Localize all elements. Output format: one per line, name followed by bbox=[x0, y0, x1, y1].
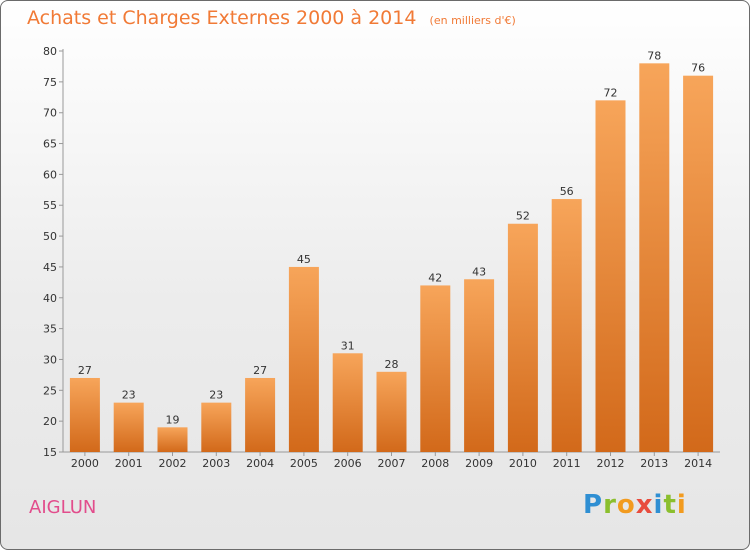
bar-value-label: 45 bbox=[297, 253, 311, 266]
x-tick-label: 2009 bbox=[465, 457, 493, 470]
x-tick-label: 2013 bbox=[640, 457, 668, 470]
bar bbox=[113, 402, 144, 452]
chart-title: Achats et Charges Externes 2000 à 2014 bbox=[27, 7, 417, 29]
bar-value-label: 27 bbox=[78, 364, 92, 377]
bar bbox=[551, 199, 582, 452]
bar-value-label: 52 bbox=[516, 210, 530, 223]
bar-value-label: 42 bbox=[428, 271, 442, 284]
bar bbox=[639, 63, 670, 452]
bar-value-label: 23 bbox=[122, 389, 136, 402]
y-tick-label: 70 bbox=[43, 107, 57, 120]
x-tick-label: 2003 bbox=[202, 457, 230, 470]
y-tick-label: 45 bbox=[43, 261, 57, 274]
y-tick-label: 75 bbox=[43, 76, 57, 89]
bar bbox=[420, 285, 451, 452]
x-tick-label: 2001 bbox=[115, 457, 143, 470]
y-tick-label: 40 bbox=[43, 292, 57, 305]
y-tick-label: 25 bbox=[43, 384, 57, 397]
bar-value-label: 27 bbox=[253, 364, 267, 377]
bar-value-label: 23 bbox=[209, 389, 223, 402]
x-tick-label: 2000 bbox=[71, 457, 99, 470]
bar-value-label: 28 bbox=[385, 358, 399, 371]
chart-bars bbox=[69, 63, 714, 452]
bar-value-label: 43 bbox=[472, 265, 486, 278]
x-tick-label: 2011 bbox=[553, 457, 581, 470]
x-tick-label: 2010 bbox=[509, 457, 537, 470]
bar bbox=[595, 100, 626, 452]
x-tick-label: 2005 bbox=[290, 457, 318, 470]
y-tick-label: 65 bbox=[43, 138, 57, 151]
y-tick-label: 30 bbox=[43, 353, 57, 366]
bar bbox=[332, 353, 363, 452]
bar bbox=[201, 402, 232, 452]
x-tick-label: 2006 bbox=[334, 457, 362, 470]
y-tick-label: 55 bbox=[43, 199, 57, 212]
title-row: Achats et Charges Externes 2000 à 2014 (… bbox=[27, 7, 516, 29]
x-tick-label: 2008 bbox=[421, 457, 449, 470]
y-tick-label: 20 bbox=[43, 415, 57, 428]
y-tick-label: 35 bbox=[43, 323, 57, 336]
chart-labels: 27 23 19 23 27 45 31 28 42 43 52 56 72 78 76 bbox=[78, 49, 705, 426]
bar bbox=[245, 377, 276, 452]
bar bbox=[683, 75, 714, 452]
bar-value-label: 78 bbox=[647, 49, 661, 62]
bar-value-label: 56 bbox=[560, 185, 574, 198]
y-tick-label: 80 bbox=[43, 45, 57, 58]
bar bbox=[464, 279, 495, 452]
bar bbox=[69, 377, 100, 452]
x-tick-label: 2007 bbox=[378, 457, 406, 470]
commune-name: AIGLUN bbox=[29, 497, 97, 518]
x-tick-label: 2014 bbox=[684, 457, 712, 470]
y-tick-label: 50 bbox=[43, 230, 57, 243]
proxiti-logo: Proxiti bbox=[583, 490, 687, 520]
bar-value-label: 19 bbox=[166, 413, 180, 426]
x-tick-label: 2012 bbox=[597, 457, 625, 470]
x-tick-label: 2004 bbox=[246, 457, 274, 470]
chart-unit: (en milliers d'€) bbox=[429, 14, 516, 27]
bar bbox=[157, 427, 188, 452]
bar-value-label: 31 bbox=[341, 339, 355, 352]
y-tick-label: 15 bbox=[43, 446, 57, 459]
x-tick-label: 2002 bbox=[159, 457, 187, 470]
y-tick-label: 60 bbox=[43, 168, 57, 181]
bar-value-label: 72 bbox=[604, 86, 618, 99]
bar bbox=[507, 223, 538, 452]
bar bbox=[288, 266, 319, 452]
bar bbox=[376, 371, 407, 452]
bar-value-label: 76 bbox=[691, 62, 705, 75]
